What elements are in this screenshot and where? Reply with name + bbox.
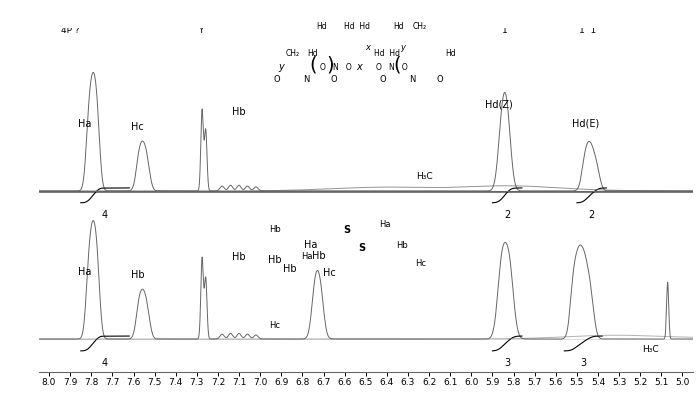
Text: ): ) bbox=[326, 55, 334, 74]
Text: O: O bbox=[274, 75, 281, 84]
Text: 1  1: 1 1 bbox=[579, 26, 596, 36]
Text: O   N   O: O N O bbox=[376, 63, 408, 72]
Text: O: O bbox=[379, 75, 386, 84]
Text: Hd: Hd bbox=[445, 48, 456, 57]
Text: O: O bbox=[436, 75, 443, 84]
Text: Hb: Hb bbox=[312, 250, 326, 260]
Text: y: y bbox=[400, 43, 405, 52]
Text: Hb: Hb bbox=[232, 252, 246, 261]
Text: Hb: Hb bbox=[269, 224, 281, 233]
Text: Hd: Hd bbox=[393, 22, 405, 31]
Text: Ha: Ha bbox=[304, 240, 318, 249]
Text: x: x bbox=[365, 43, 370, 52]
Text: 4P ?: 4P ? bbox=[61, 26, 80, 36]
Text: Hb: Hb bbox=[232, 107, 246, 116]
Text: 2: 2 bbox=[504, 209, 510, 219]
Text: Hb: Hb bbox=[268, 254, 282, 264]
Text: S: S bbox=[358, 242, 365, 252]
Text: Hb: Hb bbox=[395, 241, 407, 249]
Text: N: N bbox=[409, 75, 415, 84]
Text: y: y bbox=[279, 62, 284, 72]
Text: Hd(E): Hd(E) bbox=[572, 119, 599, 128]
Text: O: O bbox=[331, 75, 337, 84]
Text: Ha: Ha bbox=[379, 220, 391, 229]
Text: Hc: Hc bbox=[132, 121, 144, 131]
Text: H₃C: H₃C bbox=[643, 344, 659, 353]
Text: CH₂: CH₂ bbox=[286, 48, 300, 57]
Text: N: N bbox=[303, 75, 310, 84]
Text: Hb: Hb bbox=[283, 263, 297, 273]
Text: 3: 3 bbox=[504, 357, 510, 367]
Text: Hd  Hd: Hd Hd bbox=[374, 48, 400, 57]
Text: Ha: Ha bbox=[78, 119, 92, 128]
Text: Hc: Hc bbox=[415, 259, 426, 267]
Text: Ha: Ha bbox=[301, 251, 312, 260]
Text: 4: 4 bbox=[102, 357, 108, 367]
Text: Hd(Z): Hd(Z) bbox=[485, 99, 512, 109]
Text: O   N   O: O N O bbox=[320, 63, 352, 72]
Text: Hd  Hd: Hd Hd bbox=[344, 22, 370, 31]
Text: Ha: Ha bbox=[78, 266, 92, 276]
Text: Hd: Hd bbox=[308, 48, 318, 57]
Text: 3: 3 bbox=[580, 357, 587, 367]
Text: S: S bbox=[343, 225, 350, 235]
Text: 2: 2 bbox=[589, 209, 595, 219]
Text: Hb: Hb bbox=[131, 269, 144, 279]
Text: Hd: Hd bbox=[316, 22, 328, 31]
Text: Y: Y bbox=[198, 26, 204, 36]
Text: (: ( bbox=[309, 55, 316, 74]
Text: 1: 1 bbox=[502, 26, 508, 36]
Text: CH₂: CH₂ bbox=[413, 22, 427, 31]
Text: Hc: Hc bbox=[323, 268, 336, 278]
Text: H₃C: H₃C bbox=[416, 171, 433, 180]
Text: (: ( bbox=[393, 55, 401, 74]
Text: 4: 4 bbox=[102, 209, 108, 219]
Text: Hc: Hc bbox=[270, 320, 281, 330]
Text: x: x bbox=[356, 62, 363, 72]
